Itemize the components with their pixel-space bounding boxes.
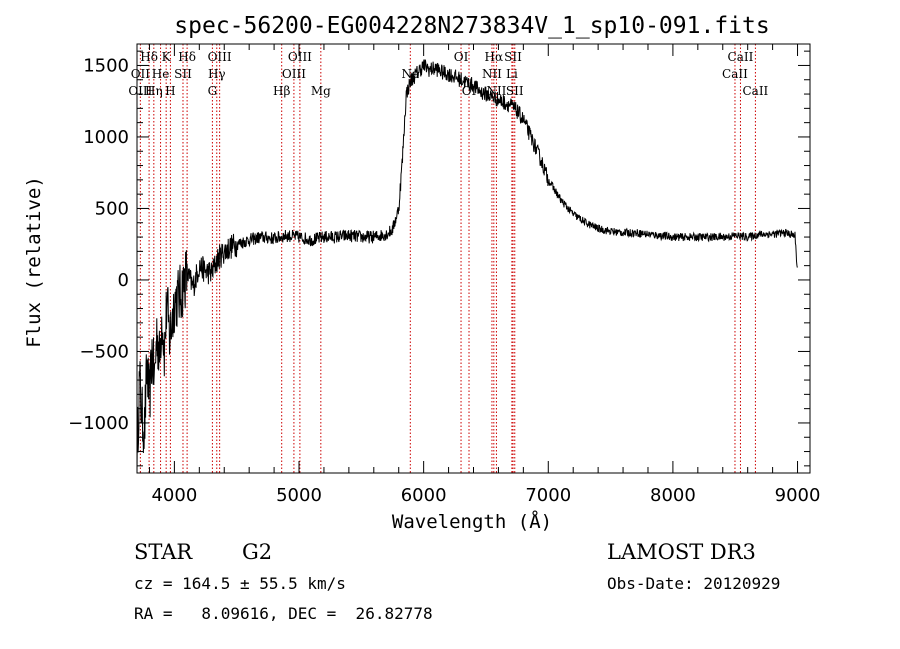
object-subclass: G2 <box>242 540 272 564</box>
line-id-label: CaII <box>722 67 748 81</box>
chart-title: spec-56200-EG004228N273834V_1_sp10-091.f… <box>174 13 769 39</box>
coordinates: RA = 8.09616, DEC = 26.82778 <box>134 604 433 623</box>
line-id-label: NII <box>486 84 506 98</box>
x-tick-label: 7000 <box>525 485 571 506</box>
y-axis-label: Flux (relative) <box>23 176 45 348</box>
x-tick-label: 8000 <box>650 485 696 506</box>
line-id-label: Hδ <box>178 50 196 64</box>
line-id-label: G <box>208 84 218 98</box>
line-id-label: CaII <box>728 50 754 64</box>
spectrum-series <box>136 59 798 474</box>
line-id-label: Li <box>506 67 518 81</box>
obs-date: Obs-Date: 20120929 <box>607 574 780 593</box>
line-id-label: Hγ <box>208 67 226 81</box>
line-id-label: Hδ <box>140 50 158 64</box>
line-id-label: CaII <box>742 84 768 98</box>
line-id-label: Hβ <box>273 84 290 98</box>
line-id-label: OIII <box>208 50 232 64</box>
y-tick-label: 1500 <box>83 55 129 76</box>
y-tick-label: 1000 <box>83 127 129 148</box>
x-tick-label: 5000 <box>276 485 322 506</box>
line-id-label: Na <box>401 67 419 81</box>
line-id-label: OIII <box>282 67 306 81</box>
line-id-label: He <box>152 67 170 81</box>
y-tick-label: 0 <box>118 270 129 291</box>
redshift-text: cz = 164.5 ± 55.5 km/s <box>134 574 346 593</box>
line-id-label: SII <box>504 50 522 64</box>
line-id-label: OI <box>454 50 469 64</box>
x-tick-label: 4000 <box>151 485 197 506</box>
x-axis-label: Wavelength (Å) <box>392 510 552 533</box>
survey-name: LAMOST DR3 <box>607 540 756 564</box>
line-id-label: OII <box>131 67 151 81</box>
line-id-label: K <box>162 50 172 64</box>
plot-frame <box>136 43 811 474</box>
object-class: STAR <box>134 540 193 564</box>
y-tick-label: 500 <box>95 198 129 219</box>
x-tick-label: 9000 <box>775 485 821 506</box>
line-markers <box>139 44 756 473</box>
y-tick-label: −500 <box>80 341 129 362</box>
line-id-label: Hη <box>145 84 163 98</box>
line-id-label: Mg <box>311 84 331 98</box>
x-tick-label: 6000 <box>401 485 447 506</box>
line-id-label: Hα <box>485 50 504 64</box>
line-id-label: SII <box>506 84 524 98</box>
plot-axes: 4000 5000 6000 7000 8000 9000 −1000 −500 0 500 100… <box>68 43 821 506</box>
line-id-label: OI <box>462 84 477 98</box>
spectrum-line <box>136 59 798 474</box>
line-id-label: NII <box>482 67 502 81</box>
y-tick-label: −1000 <box>68 413 129 434</box>
line-id-label: OIII <box>128 84 152 98</box>
line-id-label: OIII <box>288 50 312 64</box>
line-id-label: SII <box>174 67 192 81</box>
line-id-label: H <box>165 84 175 98</box>
